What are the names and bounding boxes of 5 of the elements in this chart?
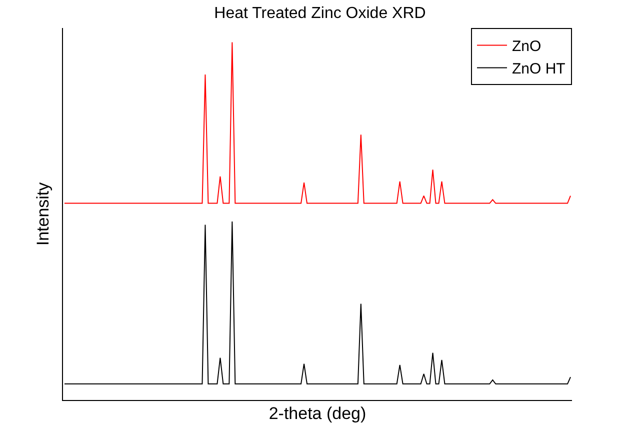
y-axis-title: Intensity bbox=[34, 182, 53, 246]
chart-title: Heat Treated Zinc Oxide XRD bbox=[214, 4, 426, 22]
x-axis-title: 2-theta (deg) bbox=[268, 404, 366, 424]
legend-label: ZnO bbox=[512, 38, 542, 56]
legend-label: ZnO HT bbox=[512, 60, 566, 78]
